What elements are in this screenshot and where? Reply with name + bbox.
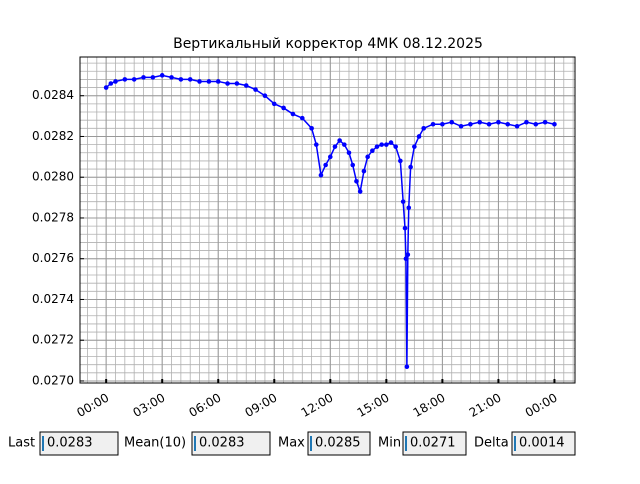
widget-value: 0.0283 (47, 436, 93, 451)
data-point (505, 121, 511, 127)
y-tick-label: 0.0274 (32, 292, 74, 306)
data-point (403, 256, 409, 262)
data-point (524, 119, 529, 125)
data-point (440, 121, 445, 127)
data-point (350, 162, 356, 168)
data-point (496, 119, 501, 125)
data-point (299, 115, 305, 121)
data-point (122, 77, 128, 82)
data-point (262, 93, 268, 99)
data-point (159, 73, 165, 78)
data-point (178, 77, 184, 82)
y-tick-label: 0.0282 (32, 129, 74, 143)
data-point (187, 77, 193, 82)
data-point (384, 142, 389, 147)
data-point (337, 138, 342, 143)
data-point (357, 189, 363, 194)
data-point (405, 252, 411, 257)
data-point (365, 154, 370, 160)
data-point (430, 121, 436, 127)
text-box[interactable] (307, 431, 371, 456)
data-point (477, 119, 483, 125)
data-point (215, 79, 221, 84)
data-point (313, 142, 319, 147)
widget-label: Mean(10) (124, 436, 186, 451)
y-tick-label: 0.0278 (32, 210, 74, 224)
text-box[interactable] (191, 431, 271, 456)
data-point (408, 164, 413, 170)
data-point (370, 148, 375, 154)
data-point (108, 81, 114, 86)
data-point (361, 168, 367, 174)
data-point (113, 79, 118, 84)
data-point (379, 142, 384, 147)
y-tick-label: 0.0280 (32, 170, 74, 184)
data-point (388, 140, 394, 145)
plot-frame (79, 56, 576, 384)
data-point (290, 111, 296, 117)
data-point (141, 75, 146, 80)
data-point (346, 150, 352, 156)
data-point (323, 162, 328, 168)
data-point (404, 364, 410, 370)
data-point (354, 178, 359, 184)
widget-label: Min (378, 436, 401, 451)
data-point (400, 199, 406, 204)
widget-value: 0.0285 (315, 436, 361, 451)
y-tick-label: 0.0270 (32, 373, 74, 387)
data-point (542, 119, 548, 125)
data-point (271, 101, 277, 107)
data-point (318, 172, 324, 178)
data-point (402, 225, 408, 231)
text-box[interactable] (511, 431, 576, 456)
data-point (421, 126, 426, 131)
widget-label: Last (8, 436, 35, 451)
y-tick-label: 0.0276 (32, 251, 74, 265)
data-point (486, 121, 492, 127)
data-point (406, 205, 412, 211)
data-point (281, 105, 286, 111)
text-box[interactable] (402, 431, 467, 456)
chart-title: Вертикальный корректор 4МК 08.12.2025 (173, 36, 483, 52)
data-point (468, 121, 473, 127)
data-point (533, 121, 539, 127)
data-point (197, 79, 202, 84)
y-tick-label: 0.0272 (32, 333, 74, 347)
data-point (234, 81, 240, 86)
data-point (552, 121, 557, 127)
data-point (412, 144, 417, 149)
data-point (169, 75, 174, 80)
data-point (253, 87, 258, 92)
text-box[interactable] (39, 431, 119, 456)
data-point (342, 142, 347, 147)
data-point (398, 158, 403, 164)
data-point (103, 85, 109, 90)
data-point (393, 144, 398, 149)
data-point (206, 79, 212, 84)
data-point (514, 123, 520, 129)
y-tick-label: 0.0284 (32, 88, 74, 102)
data-point (243, 83, 249, 88)
widget-value: 0.0271 (410, 436, 456, 451)
data-point (131, 77, 137, 82)
widget-value: 0.0014 (519, 436, 565, 451)
widget-label: Delta (474, 436, 509, 451)
widget-value: 0.0283 (199, 436, 245, 451)
data-point (416, 134, 422, 139)
data-point (332, 144, 338, 149)
data-point (458, 123, 464, 129)
data-point (449, 119, 455, 125)
data-point (225, 81, 230, 86)
widget-label: Max (278, 436, 305, 451)
data-point (309, 126, 314, 131)
data-point (150, 75, 156, 80)
data-point (328, 154, 333, 160)
data-point (374, 144, 380, 149)
